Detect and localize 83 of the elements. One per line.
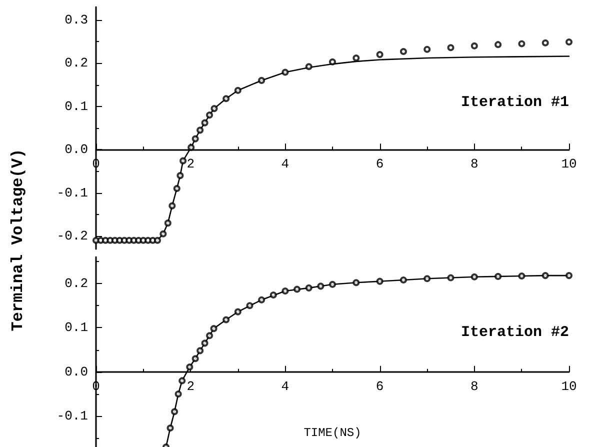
x-tick-label: 6 [376, 156, 384, 172]
point [376, 51, 384, 58]
point [305, 284, 312, 292]
x-tick-label: 4 [281, 156, 290, 172]
point [222, 316, 230, 324]
point [174, 390, 182, 398]
annotation: Iteration #1 [460, 94, 570, 111]
point [270, 292, 277, 298]
point [210, 105, 218, 112]
x-tick-label: 10 [561, 378, 577, 394]
point [352, 54, 360, 62]
point [518, 272, 526, 280]
point [258, 76, 266, 84]
point [305, 63, 312, 70]
point [376, 278, 384, 285]
point [282, 68, 289, 76]
x-tick-label: 8 [470, 156, 478, 172]
point [518, 40, 526, 48]
point [188, 144, 195, 151]
point [206, 112, 214, 119]
point [210, 325, 218, 332]
point [494, 41, 502, 48]
y-tick-label: 0.0 [64, 364, 88, 380]
point [180, 157, 187, 164]
point [329, 280, 336, 288]
point [176, 172, 184, 180]
y-tick-label: 0.1 [64, 98, 88, 114]
point [168, 202, 176, 210]
y-tick-label: -0.2 [56, 228, 88, 244]
y-tick-label: 0.2 [64, 276, 88, 292]
point [447, 274, 454, 282]
x-tick-label: 8 [470, 378, 478, 394]
point [494, 272, 502, 280]
point [447, 44, 454, 52]
point [206, 332, 214, 340]
point [566, 38, 572, 46]
point [400, 276, 407, 284]
point [424, 46, 431, 53]
y-axis-title: Terminal Voltage(V) [9, 148, 27, 332]
point [171, 408, 178, 416]
point [154, 236, 161, 244]
point [566, 272, 572, 280]
point [470, 273, 478, 280]
y-tick-label: -0.1 [56, 185, 88, 200]
point [542, 39, 549, 46]
point [196, 347, 204, 354]
y-tick-label: 0.1 [64, 320, 88, 336]
point [192, 135, 199, 142]
y-tick-label: 0.3 [64, 12, 88, 28]
point [186, 364, 194, 371]
point [258, 296, 266, 304]
x-tick-label: 2 [186, 156, 195, 172]
annotation: Iteration #2 [460, 324, 570, 341]
point [201, 119, 208, 126]
point [542, 272, 549, 280]
point [166, 424, 174, 432]
point [294, 286, 301, 293]
point [329, 58, 336, 66]
point [470, 42, 478, 50]
point [234, 308, 242, 316]
point [173, 185, 180, 192]
point [201, 340, 208, 347]
x-axis-title: TIME(NS) [304, 426, 362, 440]
x-tick-label: 10 [561, 156, 577, 172]
point [160, 230, 167, 238]
point [192, 355, 199, 362]
point [317, 282, 324, 290]
point [222, 95, 230, 102]
x-tick-label: 2 [186, 378, 195, 394]
point [234, 86, 242, 94]
point [424, 275, 431, 282]
y-tick-label: -0.1 [56, 408, 88, 424]
point [164, 220, 172, 227]
x-tick-label: 4 [281, 378, 290, 394]
x-tick-label: 6 [376, 378, 384, 394]
point [246, 302, 254, 310]
point [282, 288, 289, 295]
y-tick-label: 0.0 [64, 142, 88, 158]
point [196, 126, 204, 134]
point [352, 279, 360, 286]
point [400, 48, 407, 56]
y-tick-label: 0.2 [64, 56, 88, 71]
point [178, 377, 186, 384]
